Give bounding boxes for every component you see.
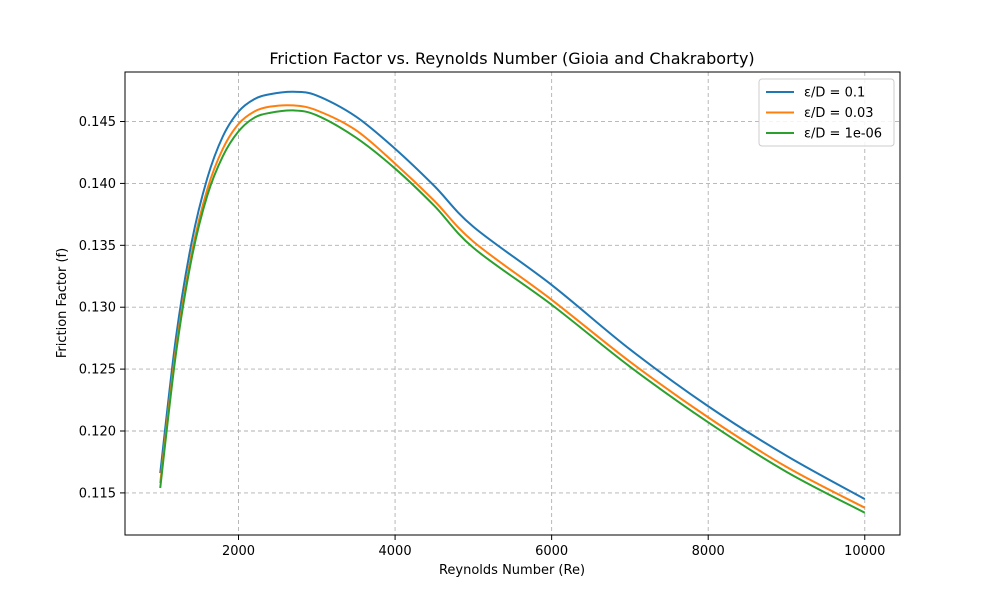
x-tick-label: 2000: [222, 544, 255, 559]
x-tick-label: 10000: [844, 544, 885, 559]
series-line-1: [159, 90, 866, 500]
y-tick-label: 0.145: [79, 115, 116, 130]
x-tick-label: 6000: [535, 544, 568, 559]
legend: ε/D = 0.1 ε/D = 0.03 ε/D = 1e-06: [758, 78, 895, 147]
series-layer: [159, 90, 866, 514]
plot-area: [124, 71, 901, 536]
legend-label: ε/D = 0.1: [804, 86, 865, 101]
tick-layer: 2000 4000 6000 8000 10000 0.115 0.120 0.125 0.13…: [79, 115, 886, 559]
chart-title: Friction Factor vs. Reynolds Number (Gio…: [269, 49, 754, 68]
y-tick-label: 0.115: [79, 486, 116, 501]
grid-layer: [125, 72, 900, 535]
x-axis-title: Reynolds Number (Re): [439, 563, 585, 578]
legend-label: ε/D = 1e-06: [804, 127, 882, 142]
x-tick-label: 4000: [379, 544, 412, 559]
y-axis-title: Friction Factor (f): [55, 248, 70, 358]
series-line-3: [159, 109, 866, 514]
legend-box: [758, 78, 895, 147]
y-tick-label: 0.135: [79, 239, 116, 254]
x-tick-label: 8000: [692, 544, 725, 559]
y-tick-label: 0.125: [79, 363, 116, 378]
legend-label: ε/D = 0.03: [804, 106, 874, 121]
series-line-2: [159, 104, 866, 509]
y-tick-label: 0.120: [79, 425, 116, 440]
y-tick-label: 0.140: [79, 177, 116, 192]
y-tick-label: 0.130: [79, 301, 116, 316]
